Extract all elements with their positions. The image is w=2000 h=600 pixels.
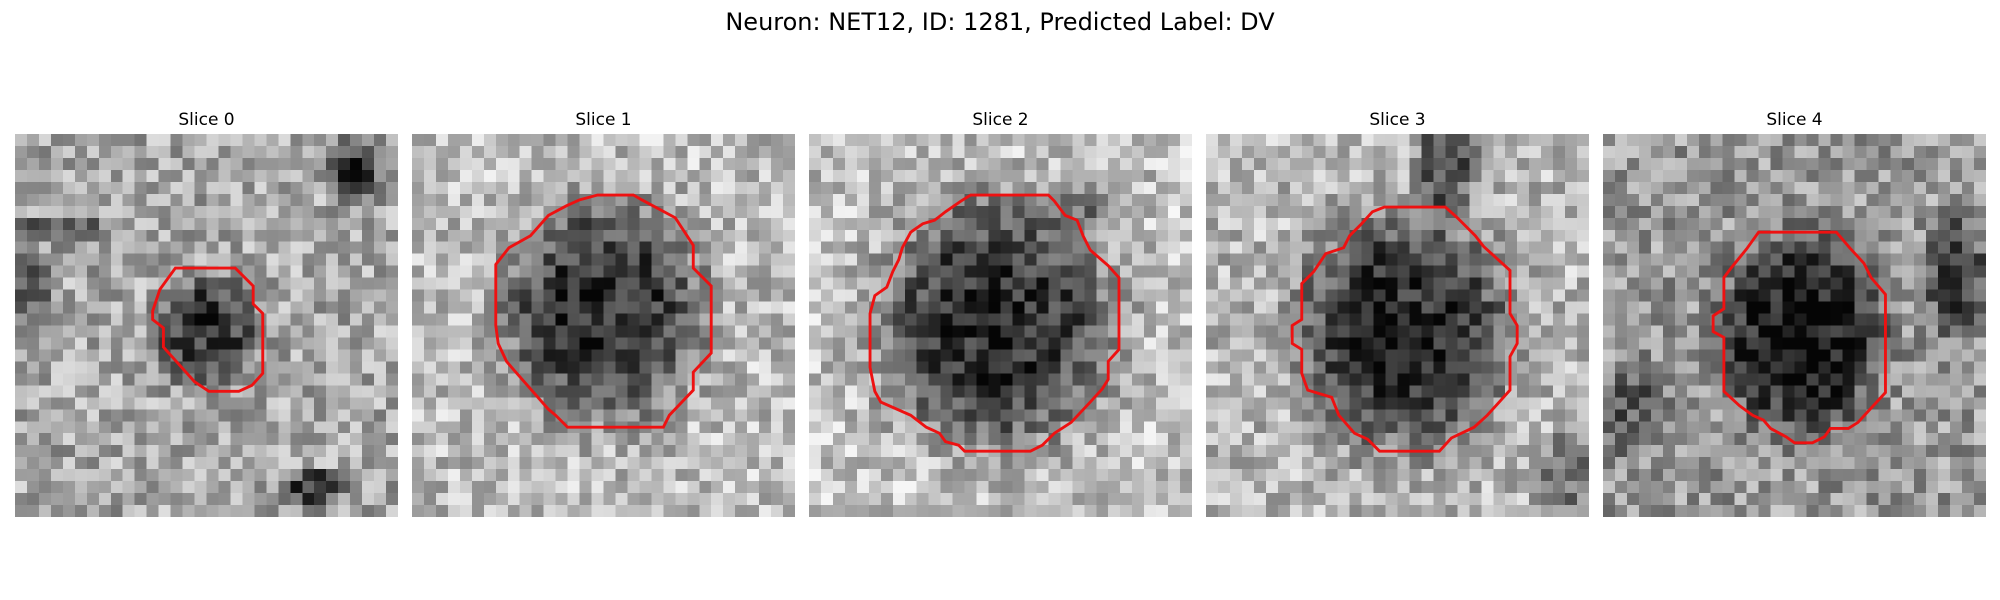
grayscale-image <box>412 134 795 517</box>
slice-title: Slice 1 <box>575 110 632 130</box>
roi-contour-overlay <box>151 266 265 393</box>
grayscale-image <box>15 134 398 517</box>
slice-image <box>809 134 1192 517</box>
slice-image <box>1603 134 1986 517</box>
roi-contour <box>1290 205 1519 453</box>
slice-title: Slice 3 <box>1369 110 1426 130</box>
slice-image <box>15 134 398 517</box>
roi-contour <box>1711 230 1887 445</box>
slice-panel-1: Slice 1 <box>412 108 795 518</box>
roi-contour-overlay <box>868 193 1121 453</box>
grayscale-image <box>1206 134 1589 517</box>
slice-panel-0: Slice 0 <box>15 108 398 518</box>
roi-contour-overlay <box>1290 205 1519 453</box>
roi-contour <box>868 193 1121 453</box>
roi-contour <box>151 266 265 393</box>
roi-contour-overlay <box>494 193 713 429</box>
roi-contour-overlay <box>1711 230 1887 445</box>
slice-title: Slice 0 <box>178 110 235 130</box>
slice-panel-3: Slice 3 <box>1206 108 1589 518</box>
figure-title: Neuron: NET12, ID: 1281, Predicted Label… <box>725 8 1275 36</box>
slice-title: Slice 2 <box>972 110 1029 130</box>
slice-panel-2: Slice 2 <box>809 108 1192 518</box>
grayscale-image <box>1603 134 1986 517</box>
roi-contour <box>494 193 713 429</box>
slice-image <box>1206 134 1589 517</box>
slice-title: Slice 4 <box>1766 110 1823 130</box>
slice-panel-4: Slice 4 <box>1603 108 1986 518</box>
grayscale-image <box>809 134 1192 517</box>
slice-image <box>412 134 795 517</box>
